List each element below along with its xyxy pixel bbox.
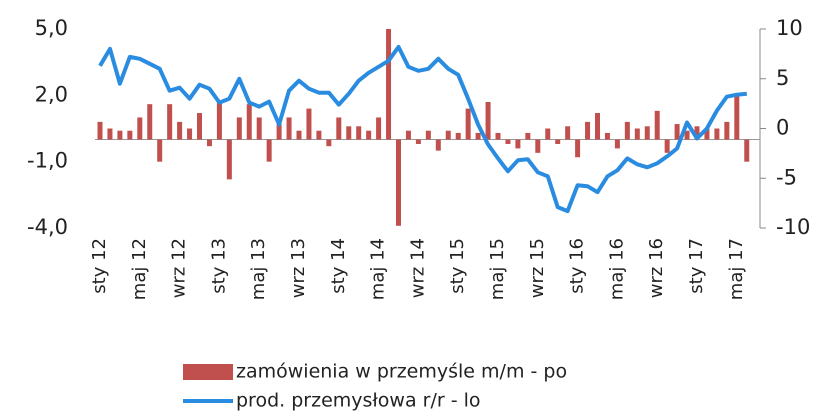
bar	[366, 130, 372, 140]
bar	[346, 126, 352, 140]
bar	[634, 128, 640, 140]
bar	[684, 130, 690, 140]
bar	[555, 139, 561, 144]
bar	[276, 124, 282, 140]
x-tick-label: maj 14	[368, 238, 389, 300]
bar	[286, 117, 292, 140]
bar	[117, 130, 123, 140]
bar	[197, 113, 202, 140]
bar	[744, 139, 750, 162]
y2-tick-label: 10	[776, 16, 803, 40]
y-tick-label: 2,0	[35, 82, 68, 106]
bar	[585, 121, 591, 140]
bar	[336, 117, 342, 140]
bar	[206, 139, 212, 147]
x-tick-label: wrz 12	[169, 238, 190, 298]
bar	[674, 124, 680, 140]
legend-label: zamówienia w przemyśle m/m - po	[236, 361, 567, 383]
bar	[415, 139, 421, 144]
bar	[405, 130, 411, 140]
bar	[575, 139, 581, 158]
y-tick-label: -4,0	[27, 215, 68, 239]
bar	[425, 130, 431, 140]
bar	[535, 139, 541, 153]
bar	[236, 117, 242, 140]
y-tick-label: -1,0	[27, 149, 68, 173]
x-tick-label: sty 13	[208, 238, 229, 294]
x-tick-label: sty 15	[447, 238, 468, 294]
bar	[465, 108, 471, 140]
bar	[167, 104, 173, 140]
bar	[565, 126, 571, 140]
x-tick-label: maj 15	[487, 238, 508, 300]
bar	[704, 128, 710, 140]
bar	[376, 117, 382, 140]
y-tick-label: 5,0	[35, 16, 68, 40]
x-tick-label: wrz 15	[527, 238, 548, 298]
bar	[525, 132, 531, 140]
bar	[734, 95, 740, 140]
bar	[177, 121, 183, 140]
bar	[246, 104, 252, 140]
x-tick-label: wrz 13	[288, 238, 309, 298]
bar	[714, 128, 720, 140]
bar	[455, 132, 461, 140]
bar	[654, 110, 660, 140]
bar	[664, 139, 670, 153]
bar	[137, 117, 143, 140]
bar	[157, 139, 163, 162]
bar	[296, 130, 302, 140]
bar	[97, 121, 103, 140]
bar	[604, 132, 610, 140]
x-tick-label: maj 12	[129, 238, 150, 300]
y2-tick-label: 0	[776, 116, 789, 140]
x-tick-label: maj 13	[248, 238, 269, 300]
bar	[624, 121, 630, 140]
bar	[396, 139, 401, 226]
bar	[316, 130, 322, 140]
line	[98, 44, 747, 214]
x-tick-label: sty 16	[567, 238, 588, 294]
bar	[644, 126, 650, 140]
bar	[595, 113, 600, 140]
y2-tick-label: -10	[776, 215, 810, 239]
bar	[724, 121, 730, 140]
bar	[435, 139, 441, 151]
bar	[107, 128, 113, 140]
bar	[256, 117, 262, 140]
bar	[614, 139, 620, 149]
bar	[187, 128, 193, 140]
bar	[545, 128, 551, 140]
x-tick-label: wrz 14	[407, 238, 428, 298]
bar	[505, 139, 511, 144]
x-tick-label: maj 16	[606, 238, 627, 300]
y2-tick-label: 5	[776, 66, 789, 90]
x-tick-label: maj 17	[726, 238, 747, 300]
bar	[495, 132, 501, 140]
bar	[326, 139, 332, 147]
bar	[147, 104, 153, 140]
bar	[127, 130, 133, 140]
bar	[445, 130, 451, 140]
bar	[356, 126, 362, 140]
x-tick-label: sty 12	[89, 238, 110, 294]
x-tick-label: sty 17	[686, 238, 707, 294]
bar	[386, 29, 392, 140]
bar	[694, 126, 700, 140]
bar	[515, 139, 521, 149]
bar	[216, 101, 222, 140]
bar	[475, 132, 481, 140]
bar	[306, 108, 312, 140]
legend-swatch	[183, 364, 233, 380]
x-tick-label: sty 14	[328, 238, 349, 294]
y2-tick-label: -5	[776, 165, 797, 189]
bar	[226, 139, 232, 180]
x-tick-label: wrz 16	[646, 238, 667, 298]
bar	[266, 139, 272, 162]
bar	[485, 101, 491, 140]
legend-label: prod. przemysłowa r/r - lo	[236, 390, 481, 412]
